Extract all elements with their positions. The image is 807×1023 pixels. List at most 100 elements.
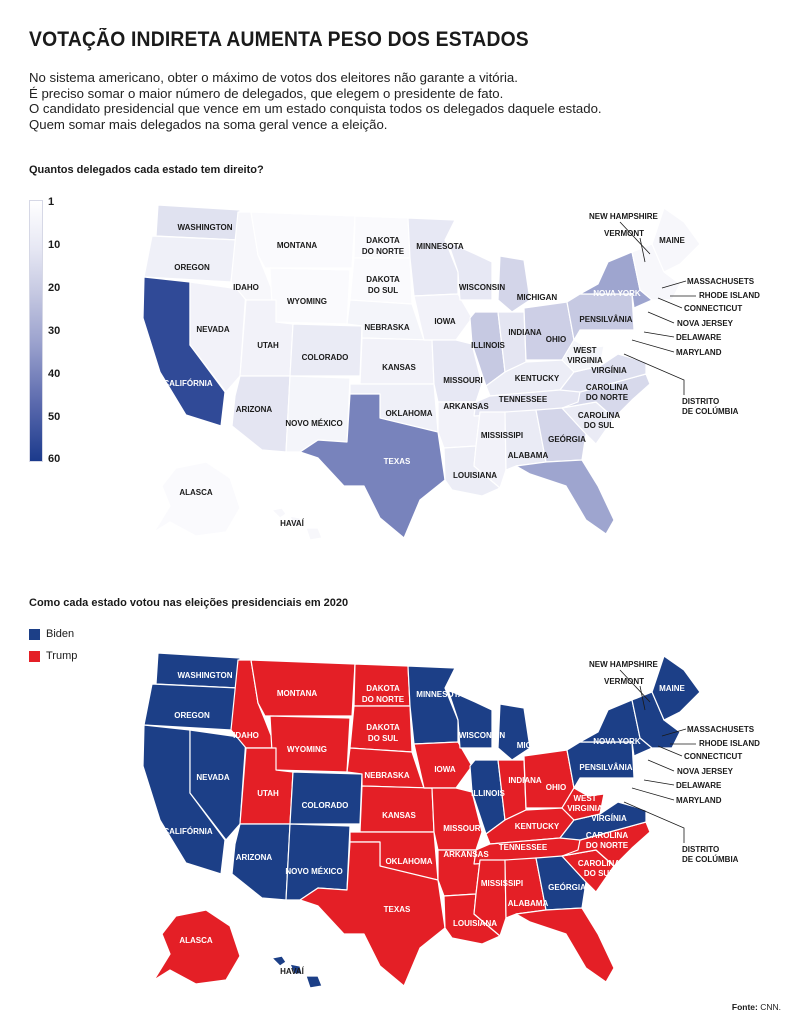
state-label-kansas: KANSAS (382, 811, 416, 820)
intro-text: No sistema americano, obter o máximo de … (29, 70, 602, 132)
state-label-utah: UTAH (257, 789, 279, 798)
map1-subtitle: Quantos delegados cada estado tem direit… (29, 164, 264, 176)
state-label-northdakota: DO NORTE (362, 247, 405, 256)
state-label-newmexico: NOVO MÉXICO (285, 419, 342, 428)
state-label-nevada: NEVADA (196, 325, 229, 334)
state-iowa (413, 293, 473, 341)
state-wisconsin (447, 241, 493, 301)
state-hawaii (271, 507, 323, 541)
state-label-southcarolina: CAROLINA (578, 411, 620, 420)
state-arizona (231, 823, 291, 901)
state-wyoming (269, 715, 351, 773)
callout-label: MARYLAND (676, 348, 722, 357)
state-label-nebraska: NEBRASKA (364, 771, 410, 780)
state-label-colorado: COLORADO (302, 353, 349, 362)
state-label-indiana: INDIANA (508, 776, 542, 785)
state-label-nebraska: NEBRASKA (364, 323, 410, 332)
callout-label: VERMONT (604, 677, 644, 686)
state-michigan (497, 703, 531, 761)
callout-line (619, 669, 651, 703)
state-label-ohio: OHIO (546, 783, 566, 792)
state-label-texas: TEXAS (384, 457, 411, 466)
state-label-georgia: GEÓRGIA (548, 435, 586, 444)
callout-label: NOVA JERSEY (677, 767, 734, 776)
state-minnesota (407, 217, 459, 297)
state-label-northdakota: DAKOTA (366, 236, 400, 245)
state-label-southcarolina: DO SUL (584, 869, 614, 878)
callout-line (623, 353, 685, 395)
scale-label: 50 (48, 411, 61, 423)
state-michigan (497, 255, 531, 313)
state-label-newmexico: NOVO MÉXICO (285, 867, 342, 876)
state-montana (250, 211, 356, 269)
state-georgia (535, 855, 587, 911)
state-texas (299, 841, 446, 987)
state-maine (651, 655, 701, 721)
map-group: WASHINGTON OREGON CALIFÓRNIA NEVADA IDAHO MON… (142, 652, 760, 989)
state-label-maine: MAINE (659, 236, 685, 245)
callout-line (631, 787, 675, 801)
state-label-maine: MAINE (659, 684, 685, 693)
callout-line (661, 280, 687, 289)
state-label-southcarolina: CAROLINA (578, 859, 620, 868)
state-label-georgia: GEÓRGIA (548, 883, 586, 892)
state-label-northcarolina: DO NORTE (586, 841, 629, 850)
state-label-tennessee: TENNESSEE (499, 395, 548, 404)
callout-line (647, 311, 675, 324)
legend-swatch (29, 650, 40, 662)
state-label-pennsylvania: PENSILVÂNIA (579, 315, 632, 324)
state-label-louisiana: LOUISIANA (453, 471, 497, 480)
state-label-northcarolina: CAROLINA (586, 831, 628, 840)
legend-swatch (29, 628, 40, 640)
callout-label: DISTRITO (682, 397, 719, 406)
scale-label: 10 (48, 239, 61, 251)
state-label-iowa: IOWA (434, 765, 456, 774)
map-group: WASHINGTON OREGON CALIFÓRNIA NEVADA IDAHO MON… (142, 204, 760, 541)
state-label-illinois: ILLINOIS (471, 789, 505, 798)
state-label-florida: FLÓRIDA (611, 939, 647, 948)
state-label-wyoming: WYOMING (287, 297, 327, 306)
intro-line: No sistema americano, obter o máximo de … (29, 70, 518, 85)
state-label-california: CALIFÓRNIA (163, 379, 213, 388)
page-title: VOTAÇÃO INDIRETA AUMENTA PESO DOS ESTADO… (29, 28, 529, 51)
state-hawaii (271, 955, 323, 989)
state-label-westvirginia: WEST (573, 794, 596, 803)
state-label-wisconsin: WISCONSIN (459, 283, 505, 292)
color-scale-bar (29, 200, 43, 462)
state-label-alabama: ALABAMA (508, 899, 549, 908)
state-label-mississippi: MISSISSIPI (481, 879, 523, 888)
scale-label: 30 (48, 325, 61, 337)
state-florida (515, 907, 615, 983)
callout-label: DE COLÚMBIA (682, 855, 739, 864)
state-label-northdakota: DAKOTA (366, 684, 400, 693)
state-label-oklahoma: OKLAHOMA (385, 409, 432, 418)
state-label-illinois: ILLINOIS (471, 341, 505, 350)
state-georgia (535, 407, 587, 463)
state-label-newyork: NOVA YORK (593, 289, 641, 298)
state-florida (515, 459, 615, 535)
state-label-hawaii: HAVAÍ (280, 967, 304, 976)
state-minnesota (407, 665, 459, 745)
state-label-louisiana: LOUISIANA (453, 919, 497, 928)
state-montana (250, 659, 356, 717)
state-label-kentucky: KENTUCKY (515, 822, 560, 831)
callout-line (639, 237, 646, 263)
callout-line (657, 745, 683, 757)
callout-line (631, 339, 675, 353)
callout-line (657, 297, 683, 309)
state-maine (651, 207, 701, 273)
source-label: Fonte: (731, 1002, 758, 1012)
state-label-minnesota: MINNESOTA (416, 242, 464, 251)
state-colorado (289, 771, 363, 825)
state-label-tennessee: TENNESSEE (499, 843, 548, 852)
scale-label: 1 (48, 196, 55, 208)
callout-label: DISTRITO (682, 845, 719, 854)
state-label-washington: WASHINGTON (178, 671, 233, 680)
callout-label: MASSACHUSETS (687, 277, 755, 286)
electoral-votes-map: WASHINGTON OREGON CALIFÓRNIA NEVADA IDAHO MON… (142, 204, 761, 541)
callout-label: MARYLAND (676, 796, 722, 805)
state-label-arizona: ARIZONA (236, 853, 273, 862)
state-alaska (153, 461, 241, 537)
state-label-colorado: COLORADO (302, 801, 349, 810)
state-kansas (359, 785, 435, 833)
